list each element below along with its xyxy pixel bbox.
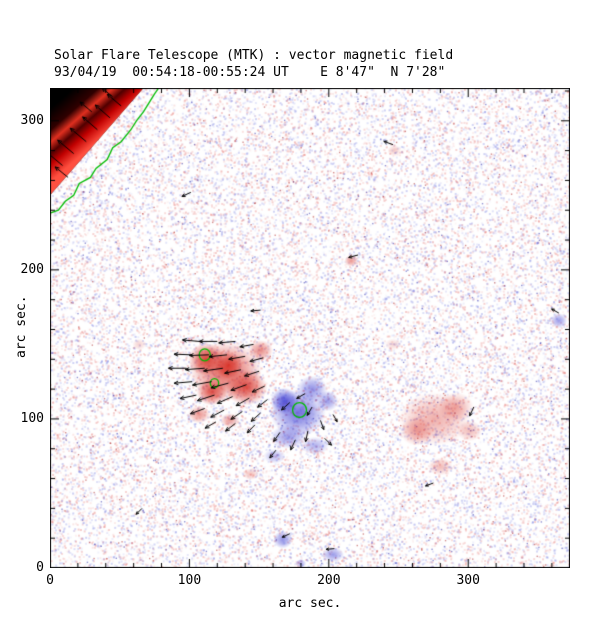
magnetogram-plot-canvas (50, 88, 570, 568)
magnetogram-figure: Solar Flare Telescope (MTK) : vector mag… (0, 0, 612, 617)
x-axis-label: arc sec. (50, 596, 570, 611)
y-tick-label: 300 (0, 113, 44, 128)
x-tick-label: 300 (456, 573, 479, 588)
y-tick-label: 200 (0, 262, 44, 277)
chart-subtitle: 93/04/19 00:54:18-00:55:24 UT E 8'47" N … (54, 65, 445, 80)
y-axis-label: arc sec. (14, 295, 29, 358)
y-tick-label: 100 (0, 411, 44, 426)
x-tick-label: 100 (178, 573, 201, 588)
x-tick-label: 200 (317, 573, 340, 588)
chart-title: Solar Flare Telescope (MTK) : vector mag… (54, 48, 453, 63)
x-tick-label: 0 (46, 573, 54, 588)
y-tick-label: 0 (0, 560, 44, 575)
